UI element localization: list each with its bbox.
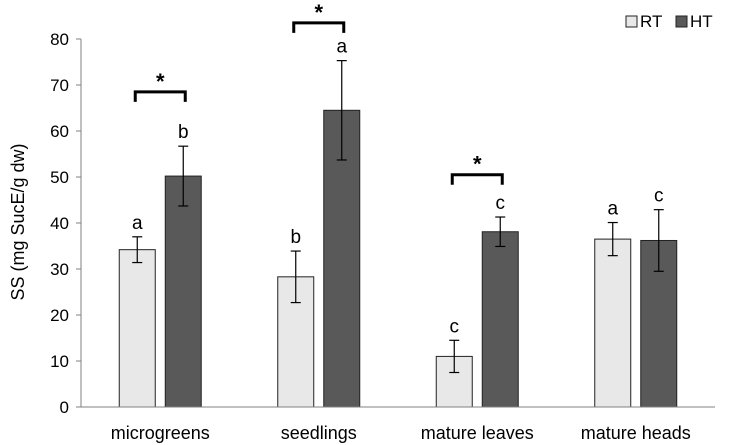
- y-axis-label: SS (mg SucE/g dw): [8, 143, 28, 300]
- error-bars: [132, 60, 664, 374]
- category-labels: microgreens seedlings mature leaves mature …: [111, 423, 691, 443]
- y-tick-label: 80: [50, 30, 69, 49]
- category-label: seedlings: [281, 423, 357, 443]
- legend: RT HT: [625, 12, 713, 31]
- y-tick-label: 40: [50, 214, 69, 233]
- bar-ht-2: [481, 231, 519, 408]
- y-tick-label: 20: [50, 306, 69, 325]
- category-label: mature leaves: [421, 423, 534, 443]
- bar-rt-3: [594, 238, 632, 408]
- significance-letter: c: [450, 316, 460, 337]
- category-label: microgreens: [111, 423, 210, 443]
- y-tick-label: 0: [60, 398, 69, 417]
- significance-letter: c: [654, 186, 664, 207]
- bars: [118, 109, 678, 408]
- significance-bracket: [292, 21, 346, 33]
- legend-swatch-ht: [675, 15, 688, 28]
- significance-letter: a: [336, 37, 347, 58]
- y-tick-label: 70: [50, 76, 69, 95]
- significance-letter: b: [178, 122, 189, 143]
- y-tick-label: 60: [50, 122, 69, 141]
- bar-rt-0: [118, 249, 156, 408]
- y-tick-label: 50: [50, 168, 69, 187]
- significance-letter: a: [607, 199, 618, 220]
- significance-letter: a: [132, 213, 143, 234]
- category-label: mature heads: [581, 423, 691, 443]
- significance-star: *: [473, 152, 482, 177]
- significance-star: *: [156, 69, 165, 94]
- significance-star: *: [314, 0, 323, 25]
- significance-brackets: * * *: [133, 0, 504, 185]
- significance-bracket: [450, 173, 504, 185]
- legend-label-rt: RT: [640, 12, 662, 31]
- y-tick-label: 10: [50, 352, 69, 371]
- bar-ht-0: [164, 175, 202, 408]
- y-tick-label: 30: [50, 260, 69, 279]
- significance-bracket: [133, 90, 187, 102]
- significance-letters: a b b a c c a c: [132, 37, 664, 338]
- significance-letter: b: [290, 227, 301, 248]
- y-axis-ticks: 0 10 20 30 40 50 60 70 80: [50, 30, 81, 417]
- significance-letter: c: [496, 193, 506, 214]
- legend-label-ht: HT: [690, 12, 713, 31]
- legend-swatch-rt: [625, 15, 638, 28]
